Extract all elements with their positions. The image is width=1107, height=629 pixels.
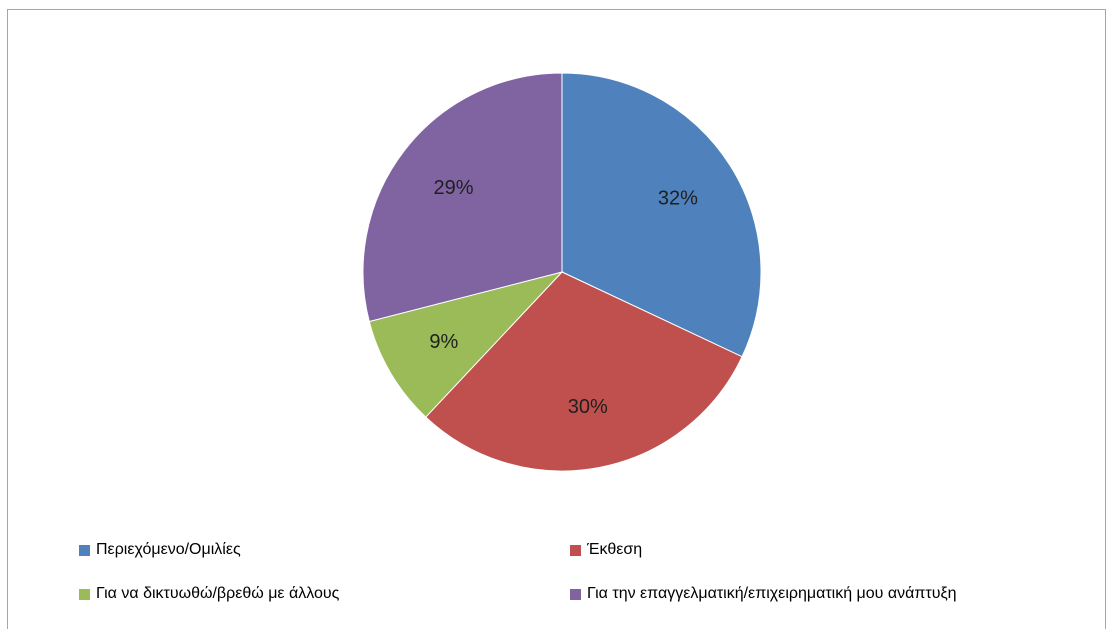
legend-item-networking: Για να δικτυωθώ/βρεθώ με άλλους (79, 585, 339, 603)
legend-swatch-content-talks (79, 544, 90, 556)
legend-item-exhibition: Έκθεση (570, 541, 642, 559)
legend-label-exhibition: Έκθεση (587, 541, 643, 558)
data-label-exhibition: 30% (568, 396, 608, 418)
pie-slice-professional-development (362, 72, 563, 323)
pie-slice-exhibition (425, 271, 743, 472)
legend-swatch-exhibition (570, 544, 581, 556)
pie-slice-networking (368, 271, 564, 418)
data-label-content-talks: 32% (658, 187, 698, 209)
legend-label-networking: Για να δικτυωθώ/βρεθώ με άλλους (96, 585, 340, 602)
legend-item-content-talks: Περιεχόμενο/Ομιλίες (79, 541, 241, 559)
legend-swatch-professional-development (570, 588, 581, 600)
legend-item-professional-development: Για την επαγγελματική/επιχειρηματική μου… (570, 585, 957, 603)
data-label-networking: 9% (429, 331, 458, 353)
legend-swatch-networking (79, 588, 90, 600)
legend-label-content-talks: Περιεχόμενο/Ομιλίες (96, 541, 241, 558)
pie-slice-content-talks (561, 72, 762, 358)
legend-label-professional-development: Για την επαγγελματική/επιχειρηματική μου… (587, 585, 957, 602)
chart-frame (7, 9, 1106, 629)
data-label-professional-development: 29% (433, 177, 473, 199)
